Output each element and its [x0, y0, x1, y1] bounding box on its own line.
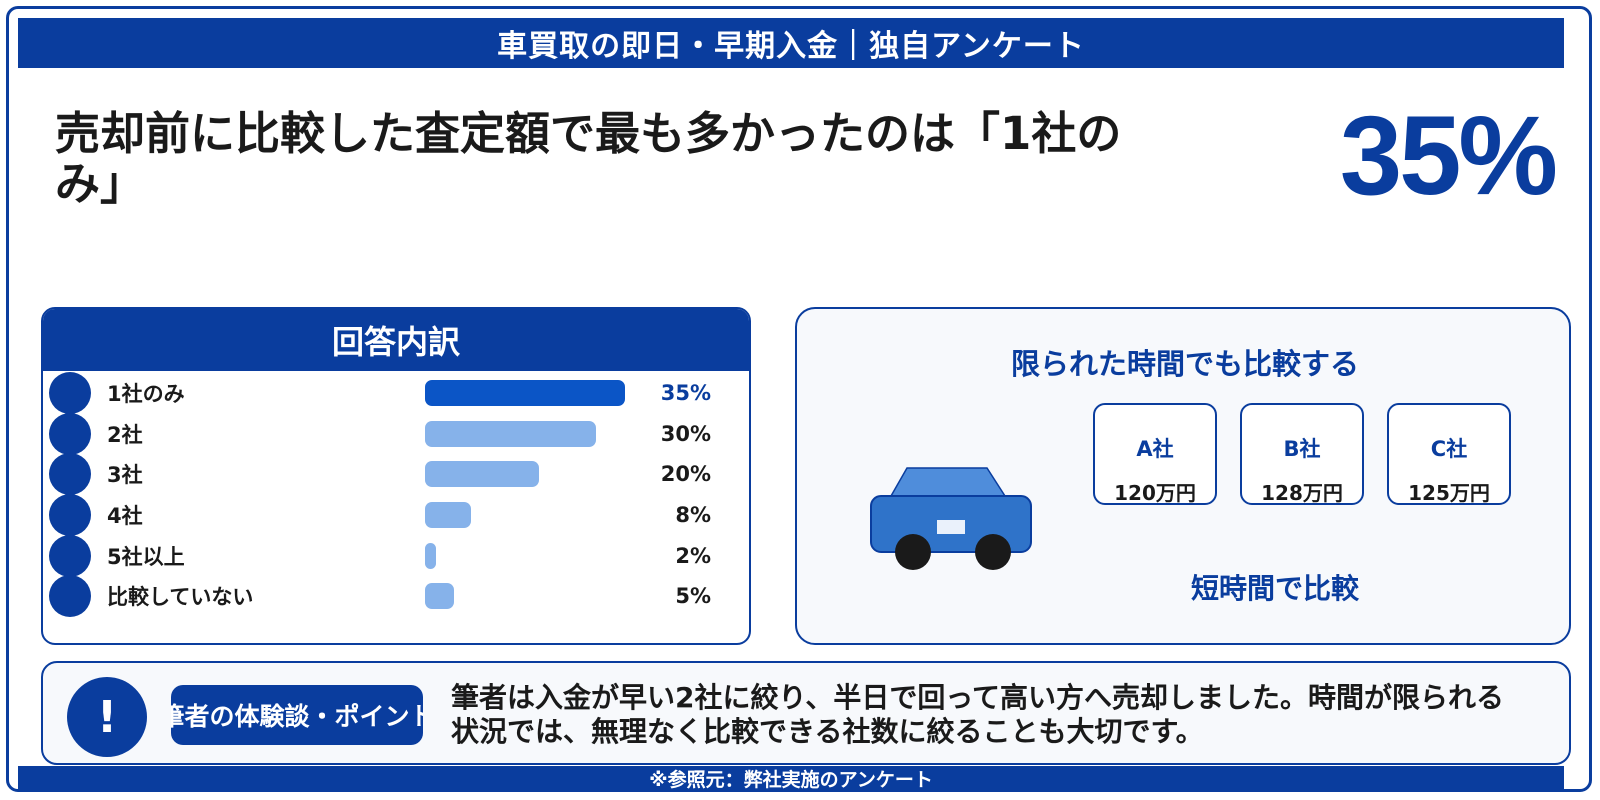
row-label: 1社のみ	[107, 382, 185, 407]
row-value: 30%	[660, 421, 711, 446]
row-label: 5社以上	[107, 544, 185, 569]
headline: 売却前に比較した査定額で最も多かったのは「1社のみ」	[55, 107, 1122, 211]
breakdown-row: 4社 8%	[43, 494, 749, 537]
row-value: 5%	[675, 584, 711, 609]
note-tag: 筆者の体験談・ポイント	[171, 685, 423, 745]
company-price: 120万円	[1114, 481, 1196, 505]
company-name: B社	[1283, 437, 1321, 461]
row-value: 35%	[660, 381, 711, 406]
note-tag-label: 筆者の体験談・ポイント	[171, 702, 423, 731]
bar	[425, 380, 625, 407]
source-text: ※参照元：弊社実施のアンケート	[649, 768, 933, 791]
row-marker-icon	[49, 453, 91, 496]
answer-breakdown-panel: 回答内訳 1社のみ 35% 2社 30% 3社 20%	[41, 307, 751, 645]
breakdown-title: 回答内訳	[43, 309, 749, 371]
row-marker-icon	[49, 372, 91, 415]
breakdown-row: 比較していない 5%	[43, 575, 749, 618]
banner-title: 車買取の即日・早期入金｜独自アンケート	[497, 29, 1085, 64]
bar	[425, 502, 471, 529]
company-name: A社	[1136, 437, 1174, 461]
breakdown-row: 5社以上 2%	[43, 534, 749, 577]
author-note-panel: ! 筆者の体験談・ポイント 筆者は入金が早い2社に絞り、半日で回って高い方へ売却…	[41, 661, 1571, 765]
breakdown-row: 3社 20%	[43, 453, 749, 496]
bar	[425, 420, 596, 447]
comparison-panel: 限られた時間でも比較する A社 120万円 B社 128万円 C社 125万円 …	[795, 307, 1571, 645]
source-footer: ※参照元：弊社実施のアンケート	[18, 766, 1564, 791]
row-marker-icon	[49, 494, 91, 537]
breakdown-rows: 1社のみ 35% 2社 30% 3社 20% 4社 8%	[43, 371, 749, 618]
bar	[425, 542, 436, 569]
company-price: 125万円	[1408, 481, 1490, 505]
top-banner: 車買取の即日・早期入金｜独自アンケート	[18, 18, 1564, 68]
row-label: 比較していない	[107, 585, 254, 610]
row-value: 2%	[675, 543, 711, 568]
comparison-caption: 短時間で比較	[1190, 572, 1359, 605]
row-marker-icon	[49, 575, 91, 618]
infographic-frame: 車買取の即日・早期入金｜独自アンケート 売却前に比較した査定額で最も多かったのは…	[6, 6, 1592, 792]
row-label: 4社	[107, 504, 143, 529]
company-card-c: C社 125万円	[1387, 403, 1511, 505]
bar	[425, 583, 454, 610]
row-label: 2社	[107, 422, 143, 447]
breakdown-row: 1社のみ 35%	[43, 372, 749, 415]
exclamation-icon: !	[67, 677, 147, 757]
comparison-title: 限られた時間でも比較する	[1010, 347, 1359, 381]
row-value: 20%	[660, 462, 711, 487]
note-text: 筆者は入金が早い2社に絞り、半日で回って高い方へ売却しました。時間が限られる状況…	[451, 681, 1504, 749]
company-card-a: A社 120万円	[1093, 403, 1217, 505]
row-marker-icon	[49, 534, 91, 577]
company-card-b: B社 128万円	[1240, 403, 1364, 505]
company-name: C社	[1430, 437, 1468, 461]
row-label: 3社	[107, 463, 143, 488]
breakdown-row: 2社 30%	[43, 412, 749, 455]
row-value: 8%	[675, 503, 711, 528]
headline-percent: 35%	[1339, 93, 1558, 218]
bar	[425, 461, 539, 488]
company-price: 128万円	[1261, 481, 1343, 505]
car-icon	[870, 467, 1032, 570]
row-marker-icon	[49, 412, 91, 455]
